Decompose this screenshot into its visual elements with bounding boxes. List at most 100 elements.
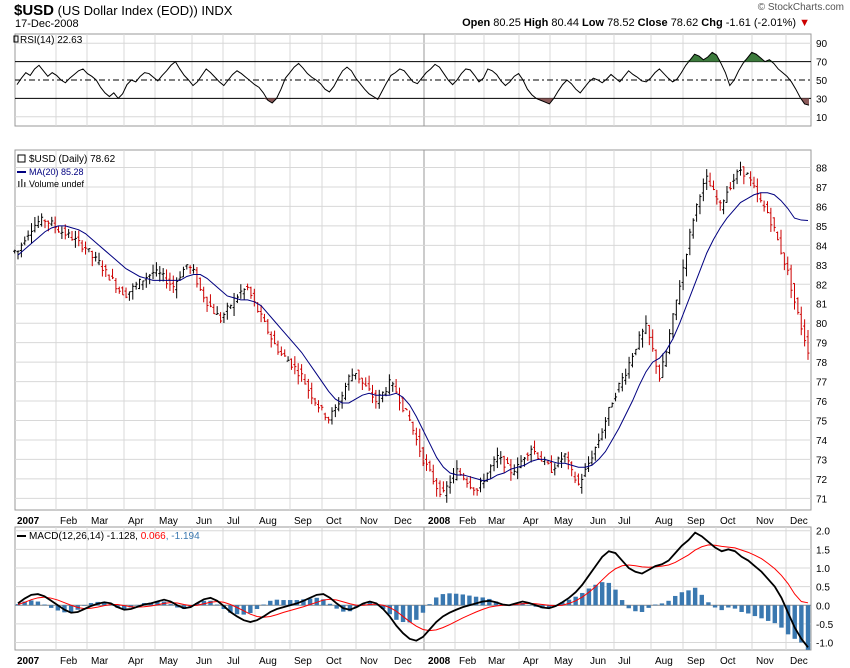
macd-histogram-bar — [234, 605, 240, 615]
macd-histogram-bar — [593, 584, 598, 606]
macd-histogram-bar — [560, 602, 565, 606]
macd-histogram-bar — [175, 605, 180, 608]
macd-histogram-bar — [746, 605, 751, 614]
price-x-tick-label: 2007 — [17, 516, 40, 527]
price-y-tick-label: 73 — [816, 455, 828, 466]
macd-histogram-bar — [752, 605, 758, 617]
close-value: 78.62 — [670, 17, 699, 29]
macd-histogram-bar — [765, 605, 771, 621]
macd-histogram-bar — [739, 605, 744, 612]
macd-histogram-bar — [440, 594, 446, 606]
macd-histogram-bar — [626, 605, 631, 609]
macd-histogram-bar — [566, 599, 572, 606]
price-x-tick-label: Oct — [720, 516, 736, 527]
macd-y-tick-label: 1.0 — [816, 564, 830, 575]
macd-y-tick-label: 2.0 — [816, 527, 830, 538]
quote-bar: Open 80.25 High 80.44 Low 78.52 Close 78… — [462, 17, 810, 29]
instrument-name: (US Dollar Index (EOD)) — [57, 3, 198, 18]
macd-histogram-bar — [447, 593, 452, 606]
macd-histogram-bar — [15, 604, 21, 606]
price-y-tick-label: 77 — [816, 378, 828, 389]
macd-histogram-bar — [35, 601, 41, 606]
rsi-y-tick-label: 30 — [816, 94, 828, 105]
volume-legend-icon — [18, 181, 20, 187]
macd-x-tick-label: Jun — [196, 656, 212, 667]
price-y-tick-label: 78 — [816, 358, 828, 369]
rsi-line — [16, 51, 810, 106]
price-y-tick-label: 75 — [816, 416, 828, 427]
macd-histogram-bar — [195, 603, 200, 606]
macd-histogram-bar — [699, 594, 704, 606]
price-x-tick-label: Apr — [128, 516, 144, 527]
macd-x-tick-label: Aug — [259, 656, 277, 667]
macd-histogram-bar — [805, 605, 811, 650]
macd-histogram-bar — [686, 590, 691, 606]
price-x-tick-label: Apr — [523, 516, 539, 527]
price-x-tick-label: 2008 — [428, 516, 451, 527]
macd-histogram-bar — [799, 605, 804, 643]
chart-date: 17-Dec-2008 — [15, 18, 79, 30]
macd-x-tick-label: Oct — [326, 656, 342, 667]
high-value: 80.44 — [551, 17, 579, 29]
macd-x-tick-label: May — [554, 656, 573, 667]
macd-histogram-bar — [666, 600, 671, 606]
macd-histogram-bar — [380, 605, 386, 609]
macd-histogram-bar — [759, 605, 764, 619]
macd-histogram-bar — [122, 605, 127, 610]
macd-histogram-bar — [55, 605, 61, 611]
price-x-tick-label: Jun — [196, 516, 212, 527]
macd-histogram-bar — [347, 605, 353, 612]
macd-x-tick-label: Feb — [60, 656, 78, 667]
macd-histogram-bar — [208, 600, 213, 606]
macd-histogram-bar — [274, 599, 280, 606]
rsi-y-tick-label: 10 — [816, 113, 828, 124]
macd-histogram-bar — [600, 582, 605, 606]
macd-x-tick-label: Dec — [394, 656, 412, 667]
macd-histogram-bar — [135, 604, 140, 606]
symbol: $USD — [14, 2, 55, 19]
price-x-tick-label: Sep — [294, 516, 312, 527]
macd-histogram-bar — [42, 604, 47, 606]
price-y-tick-label: 72 — [816, 475, 828, 486]
macd-histogram-bar — [82, 605, 87, 606]
low-label: Low — [582, 17, 604, 29]
macd-x-tick-label: Sep — [687, 656, 705, 667]
price-x-tick-label: Jul — [227, 516, 240, 527]
rsi-y-tick-label: 90 — [816, 39, 828, 50]
macd-x-tick-label: Jun — [590, 656, 606, 667]
macd-histogram-bar — [546, 605, 552, 609]
histogram-value: , -1.194 — [166, 531, 200, 542]
macd-histogram-bar — [460, 594, 465, 606]
ma20-line — [17, 192, 809, 482]
macd-x-tick-label: Nov — [360, 656, 378, 667]
macd-y-tick-label: 0.5 — [816, 583, 830, 594]
macd-histogram-bar — [779, 605, 784, 628]
price-panel-frame — [14, 149, 812, 511]
price-y-tick-label: 80 — [816, 319, 828, 330]
price-y-tick-label: 81 — [816, 300, 828, 311]
price-y-tick-label: 84 — [816, 241, 828, 252]
price-x-tick-label: Feb — [459, 516, 477, 527]
macd-histogram-bar — [374, 604, 379, 606]
macd-histogram-bar — [613, 589, 618, 606]
macd-histogram-bar — [792, 605, 797, 639]
macd-histogram-bar — [387, 605, 392, 615]
open-value: 80.25 — [493, 17, 521, 29]
macd-histogram-bar — [214, 604, 220, 606]
open-label: Open — [462, 17, 491, 29]
macd-x-tick-label: Jul — [227, 656, 240, 667]
price-x-tick-label: Jun — [590, 516, 606, 527]
price-x-tick-label: Mar — [91, 516, 109, 527]
volume-label: Volume undef — [29, 179, 85, 189]
price-x-tick-label: Aug — [259, 516, 277, 527]
macd-x-tick-label: Mar — [488, 656, 506, 667]
price-y-tick-label: 71 — [816, 494, 828, 505]
macd-histogram-bar — [785, 605, 791, 635]
macd-histogram-bar — [168, 604, 173, 606]
rsi-overbought-fill — [743, 52, 765, 62]
price-y-tick-label: 85 — [816, 222, 828, 233]
rsi-y-tick-label: 70 — [816, 58, 828, 69]
macd-x-tick-label: Nov — [756, 656, 774, 667]
macd-x-tick-label: May — [159, 656, 178, 667]
